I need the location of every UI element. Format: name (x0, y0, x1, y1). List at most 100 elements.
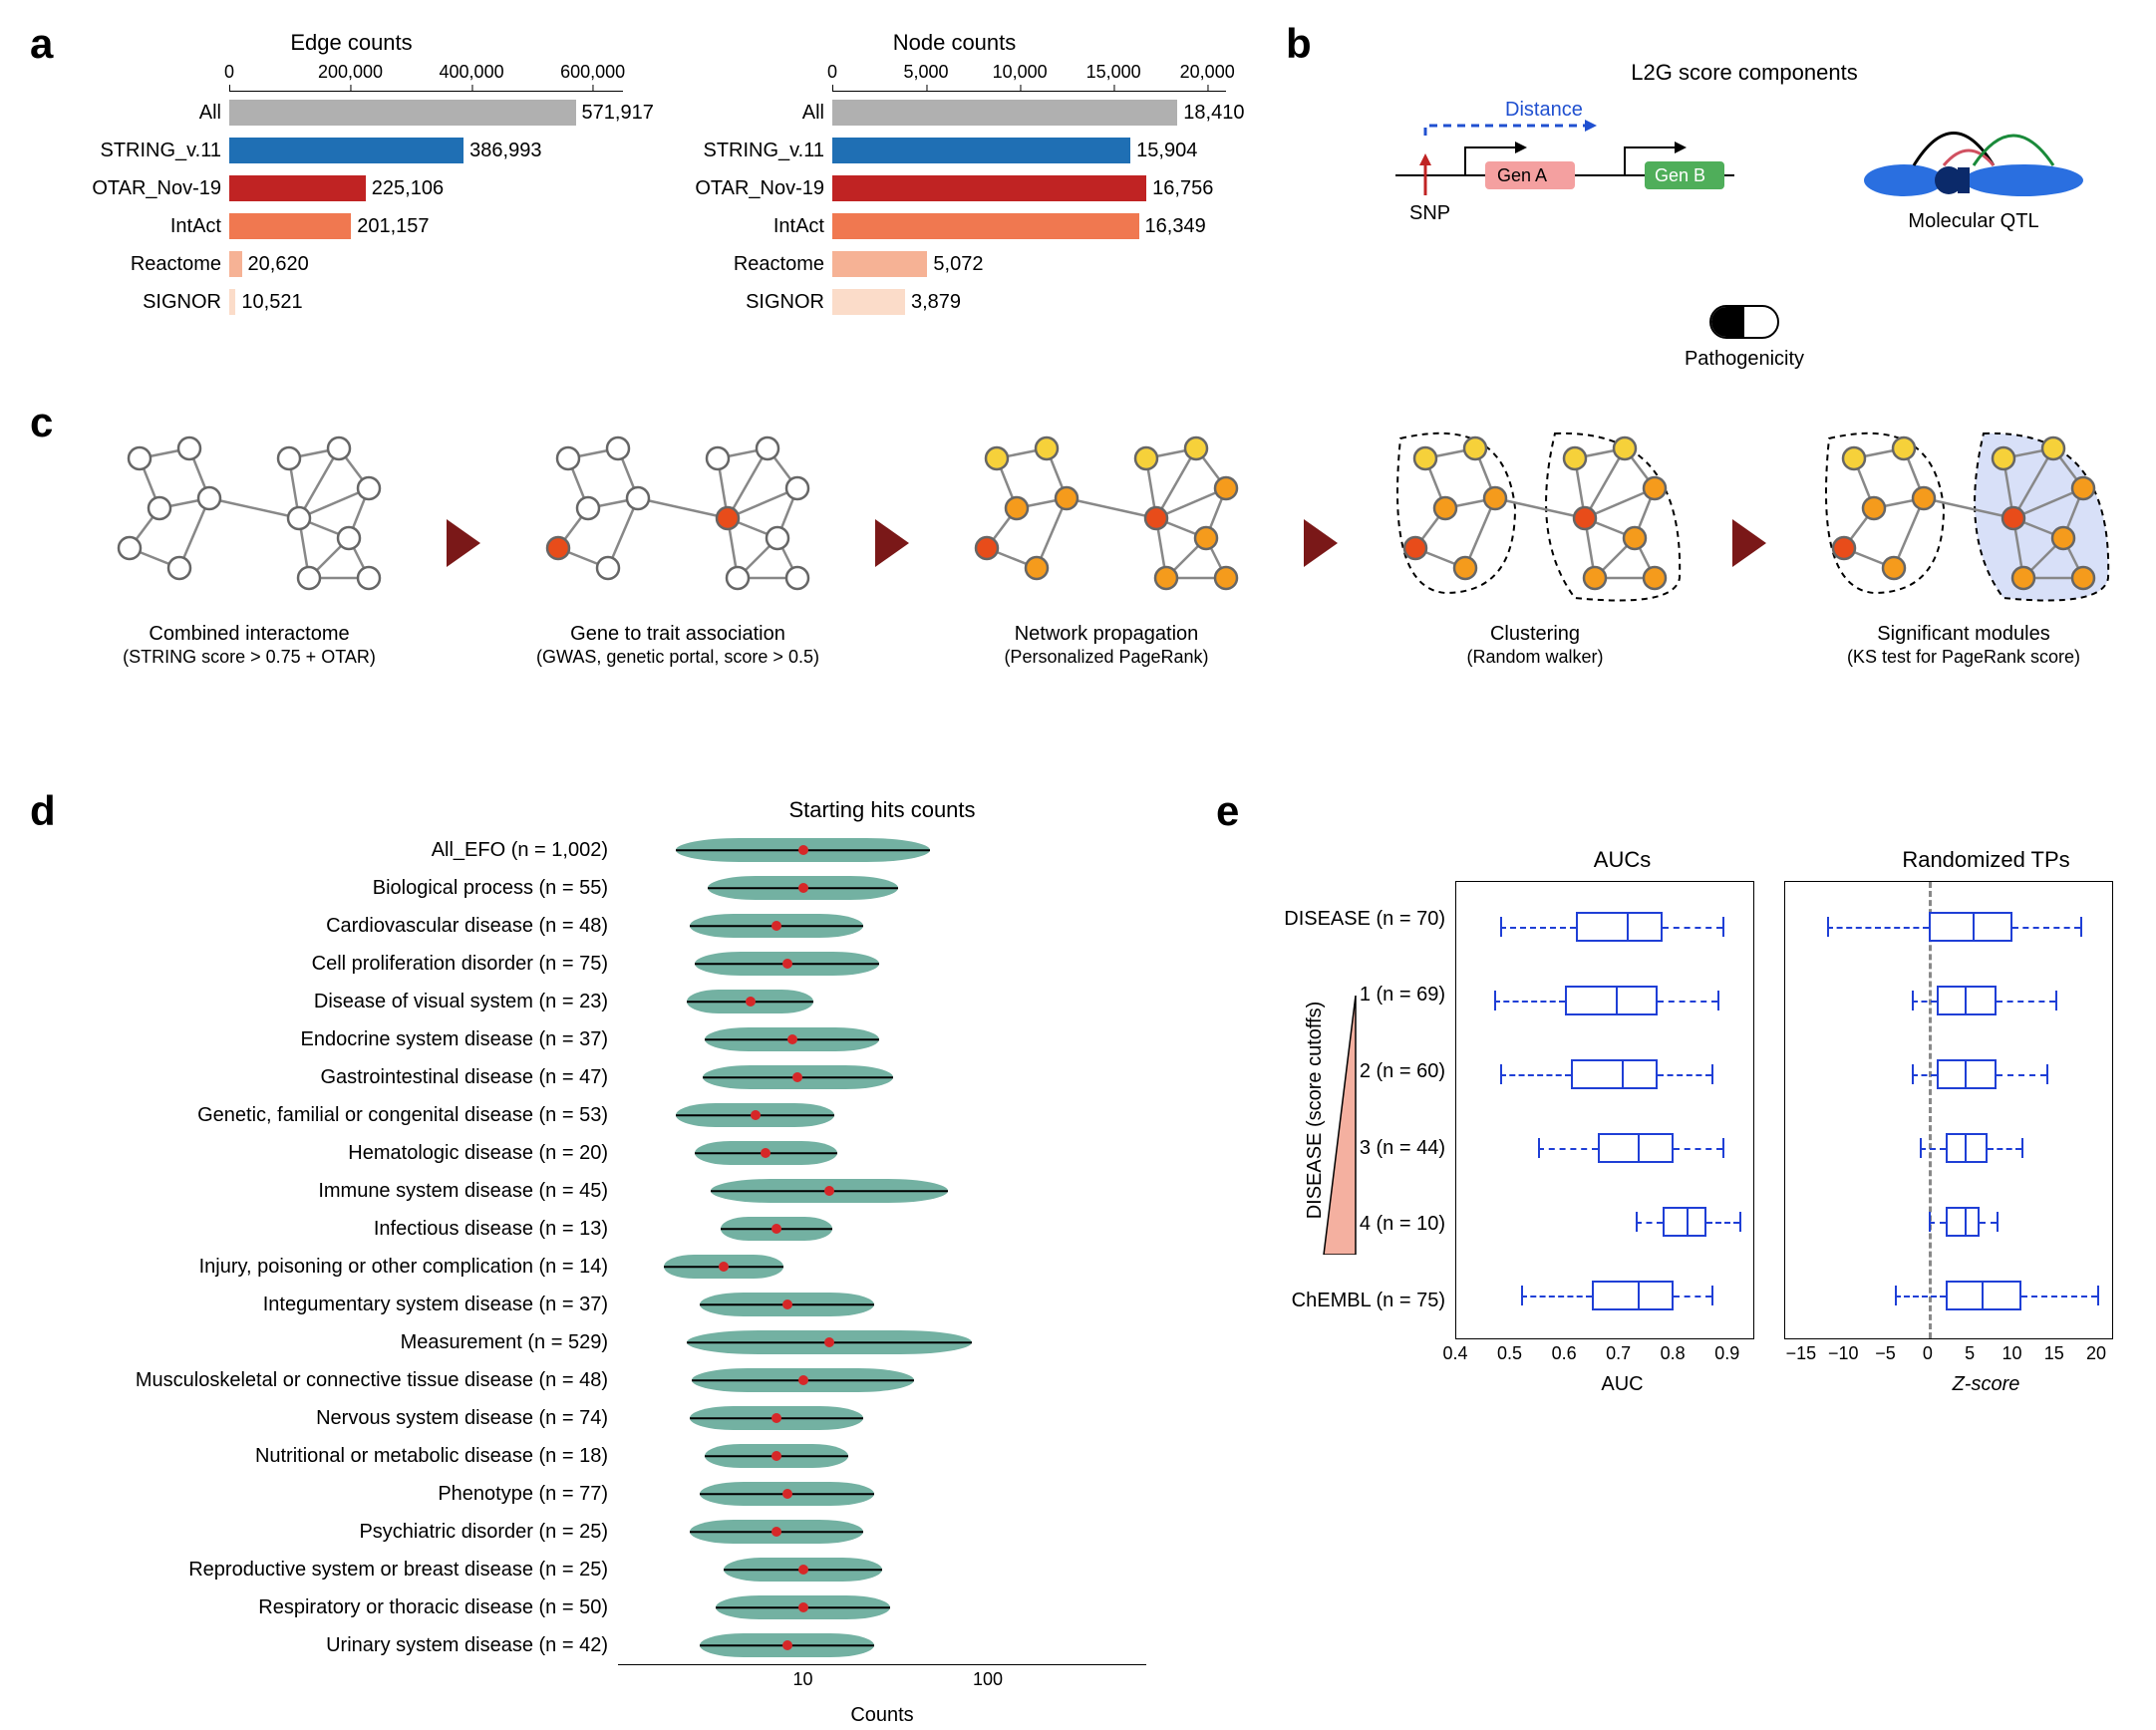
violin-row: Hematologic disease (n = 20) (80, 1134, 1146, 1172)
violin-row: Measurement (n = 529) (80, 1323, 1146, 1361)
violin-row: Biological process (n = 55) (80, 869, 1146, 907)
step-title: Combined interactome (80, 621, 419, 647)
violin-label: Respiratory or thoracic disease (n = 50) (80, 1596, 618, 1619)
boxplot-row (1785, 1271, 2112, 1320)
violin-row: Psychiatric disorder (n = 25) (80, 1513, 1146, 1551)
violin-label: All_EFO (n = 1,002) (80, 839, 618, 862)
bar-fill (832, 138, 1130, 163)
axis-tick: 600,000 (560, 62, 625, 83)
boxplot-row (1456, 976, 1753, 1025)
bar-row: All571,917 (80, 96, 623, 130)
workflow-step: Clustering(Random walker) (1366, 419, 1704, 668)
violin-label: Integumentary system disease (n = 37) (80, 1294, 618, 1316)
genB-label: Gen B (1655, 165, 1705, 185)
bar-label: SIGNOR (80, 291, 229, 314)
violin-row: Gastrointestinal disease (n = 47) (80, 1058, 1146, 1096)
axis-tick: 100 (973, 1669, 1003, 1690)
bar-row: Reactome20,620 (80, 247, 623, 281)
bar-label: IntAct (80, 215, 229, 238)
e-xlabel-z: Z-score (1819, 1373, 2153, 1396)
bar-value: 16,756 (1152, 177, 1213, 200)
network-icon (957, 419, 1256, 608)
panel-d: Starting hits counts All_EFO (n = 1,002)… (80, 797, 1146, 1727)
violin-row: Cardiovascular disease (n = 48) (80, 907, 1146, 945)
panel-a-label: a (30, 20, 53, 68)
workflow-step: Network propagation(Personalized PageRan… (937, 419, 1276, 668)
median-dot (787, 1034, 797, 1044)
median-dot (824, 1186, 834, 1196)
e-row-label: 4 (n = 10) (1360, 1187, 1445, 1263)
violin-row: Nutritional or metabolic disease (n = 18… (80, 1437, 1146, 1475)
step-title: Network propagation (937, 621, 1276, 647)
median-dot (798, 1602, 808, 1612)
workflow-step: Combined interactome(STRING score > 0.75… (80, 419, 419, 668)
axis-tick: 15,000 (1086, 62, 1141, 83)
network-icon (100, 419, 399, 608)
violin-row: Nervous system disease (n = 74) (80, 1399, 1146, 1437)
boxplot-row (1456, 902, 1753, 952)
violin-row: Immune system disease (n = 45) (80, 1172, 1146, 1210)
median-dot (771, 1527, 781, 1537)
violin-label: Phenotype (n = 77) (80, 1483, 618, 1506)
axis-tick: 10 (792, 1669, 812, 1690)
boxplot-row (1785, 1123, 2112, 1173)
violin-label: Measurement (n = 529) (80, 1331, 618, 1354)
axis-tick: 0 (224, 62, 234, 83)
axis-tick: 10 (2002, 1343, 2021, 1364)
bar-label: OTAR_Nov-19 (80, 177, 229, 200)
panel-b-title: L2G score components (1336, 60, 2153, 86)
bar-value: 201,157 (357, 215, 429, 238)
median-dot (798, 1565, 808, 1575)
edge-chart-axis: 0200,000400,000600,000 (229, 62, 623, 92)
axis-tick: −10 (1828, 1343, 1859, 1364)
axis-tick: 15 (2044, 1343, 2064, 1364)
node-chart-axis: 05,00010,00015,00020,000 (832, 62, 1226, 92)
distance-label: Distance (1505, 99, 1583, 121)
e-z-plot (1784, 881, 2113, 1339)
violin-row: Phenotype (n = 77) (80, 1475, 1146, 1513)
violin-label: Disease of visual system (n = 23) (80, 991, 618, 1013)
bar-row: Reactome 5,072 (683, 247, 1226, 281)
bar-value: 18,410 (1183, 102, 1244, 125)
violin-label: Nervous system disease (n = 74) (80, 1407, 618, 1430)
step-subtitle: (GWAS, genetic portal, score > 0.5) (508, 647, 847, 668)
median-dot (798, 883, 808, 893)
median-dot (798, 1375, 808, 1385)
axis-tick: 20 (2086, 1343, 2106, 1364)
genA-label: Gen A (1497, 165, 1547, 185)
bar-label: Reactome (683, 253, 832, 276)
axis-tick: 0.6 (1552, 1343, 1577, 1364)
panel-d-label: d (30, 787, 56, 835)
median-dot (771, 1224, 781, 1234)
bar-fill (832, 213, 1139, 239)
bar-fill (229, 213, 351, 239)
e-row-label: 3 (n = 44) (1360, 1110, 1445, 1186)
violin-label: Biological process (n = 55) (80, 877, 618, 900)
bar-fill (832, 251, 927, 277)
bar-fill (229, 289, 235, 315)
network-icon (1814, 419, 2113, 608)
bar-value: 20,620 (248, 253, 309, 276)
bar-row: OTAR_Nov-19225,106 (80, 171, 623, 205)
network-icon (1386, 419, 1685, 608)
axis-tick: 20,000 (1180, 62, 1235, 83)
snp-diagram: Distance SNP Gen A Gen B (1386, 96, 1744, 275)
boxplot-row (1785, 902, 2112, 952)
violin-label: Infectious disease (n = 13) (80, 1218, 618, 1241)
violin-row: Reproductive system or breast disease (n… (80, 1551, 1146, 1588)
violin-label: Immune system disease (n = 45) (80, 1180, 618, 1203)
bar-value: 5,072 (933, 253, 983, 276)
axis-tick: −5 (1875, 1343, 1896, 1364)
chevron-right-icon (1304, 519, 1338, 567)
boxplot-row (1785, 1049, 2112, 1099)
median-dot (761, 1148, 770, 1158)
e-title-auc: AUCs (1455, 847, 1789, 873)
boxplot-row (1785, 1197, 2112, 1247)
violin-row: All_EFO (n = 1,002) (80, 831, 1146, 869)
node-chart-title: Node counts (683, 30, 1226, 56)
violin-label: Musculoskeletal or connective tissue dis… (80, 1369, 618, 1392)
panel-b: L2G score components Distance SNP Gen A (1336, 30, 2153, 371)
e-xlabel-auc: AUC (1455, 1373, 1789, 1396)
bar-label: SIGNOR (683, 291, 832, 314)
bar-row: STRING_v.11386,993 (80, 134, 623, 167)
